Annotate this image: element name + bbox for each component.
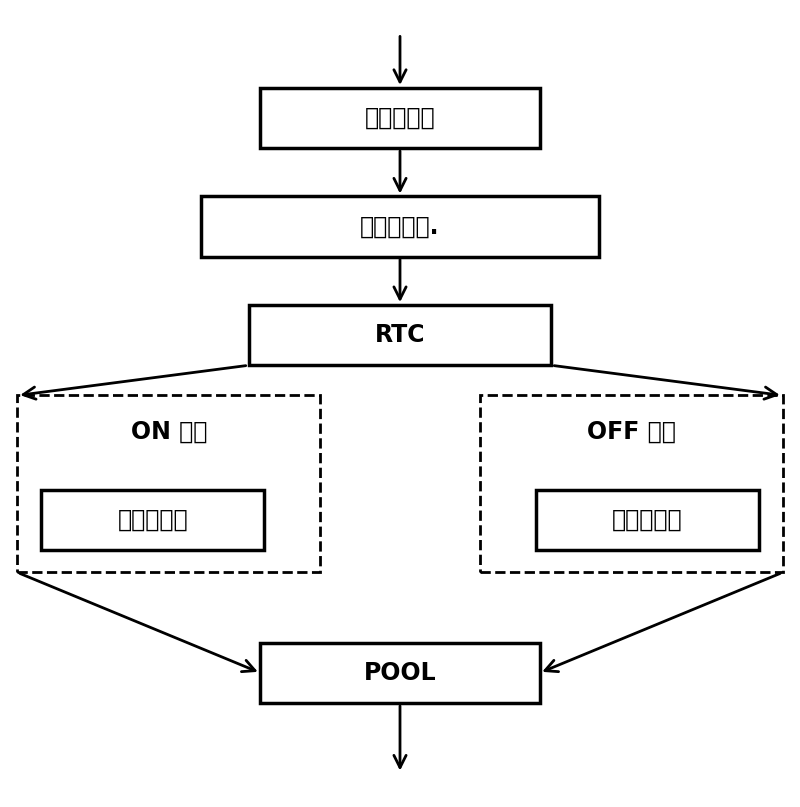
FancyBboxPatch shape xyxy=(535,490,758,550)
FancyBboxPatch shape xyxy=(480,395,782,572)
Text: 快速自适应: 快速自适应 xyxy=(118,508,188,532)
Text: POOL: POOL xyxy=(364,661,436,685)
FancyBboxPatch shape xyxy=(201,196,599,257)
Text: ON 通道: ON 通道 xyxy=(130,420,207,444)
Text: RTC: RTC xyxy=(374,323,426,347)
Text: 非线性压缩.: 非线性压缩. xyxy=(360,215,440,239)
FancyBboxPatch shape xyxy=(261,88,539,148)
Text: OFF 通道: OFF 通道 xyxy=(586,420,676,444)
FancyBboxPatch shape xyxy=(42,490,265,550)
FancyBboxPatch shape xyxy=(249,305,551,366)
Text: 配准、拼接: 配准、拼接 xyxy=(365,106,435,130)
FancyBboxPatch shape xyxy=(261,642,539,703)
FancyBboxPatch shape xyxy=(18,395,320,572)
Text: 快速自适应: 快速自适应 xyxy=(612,508,682,532)
